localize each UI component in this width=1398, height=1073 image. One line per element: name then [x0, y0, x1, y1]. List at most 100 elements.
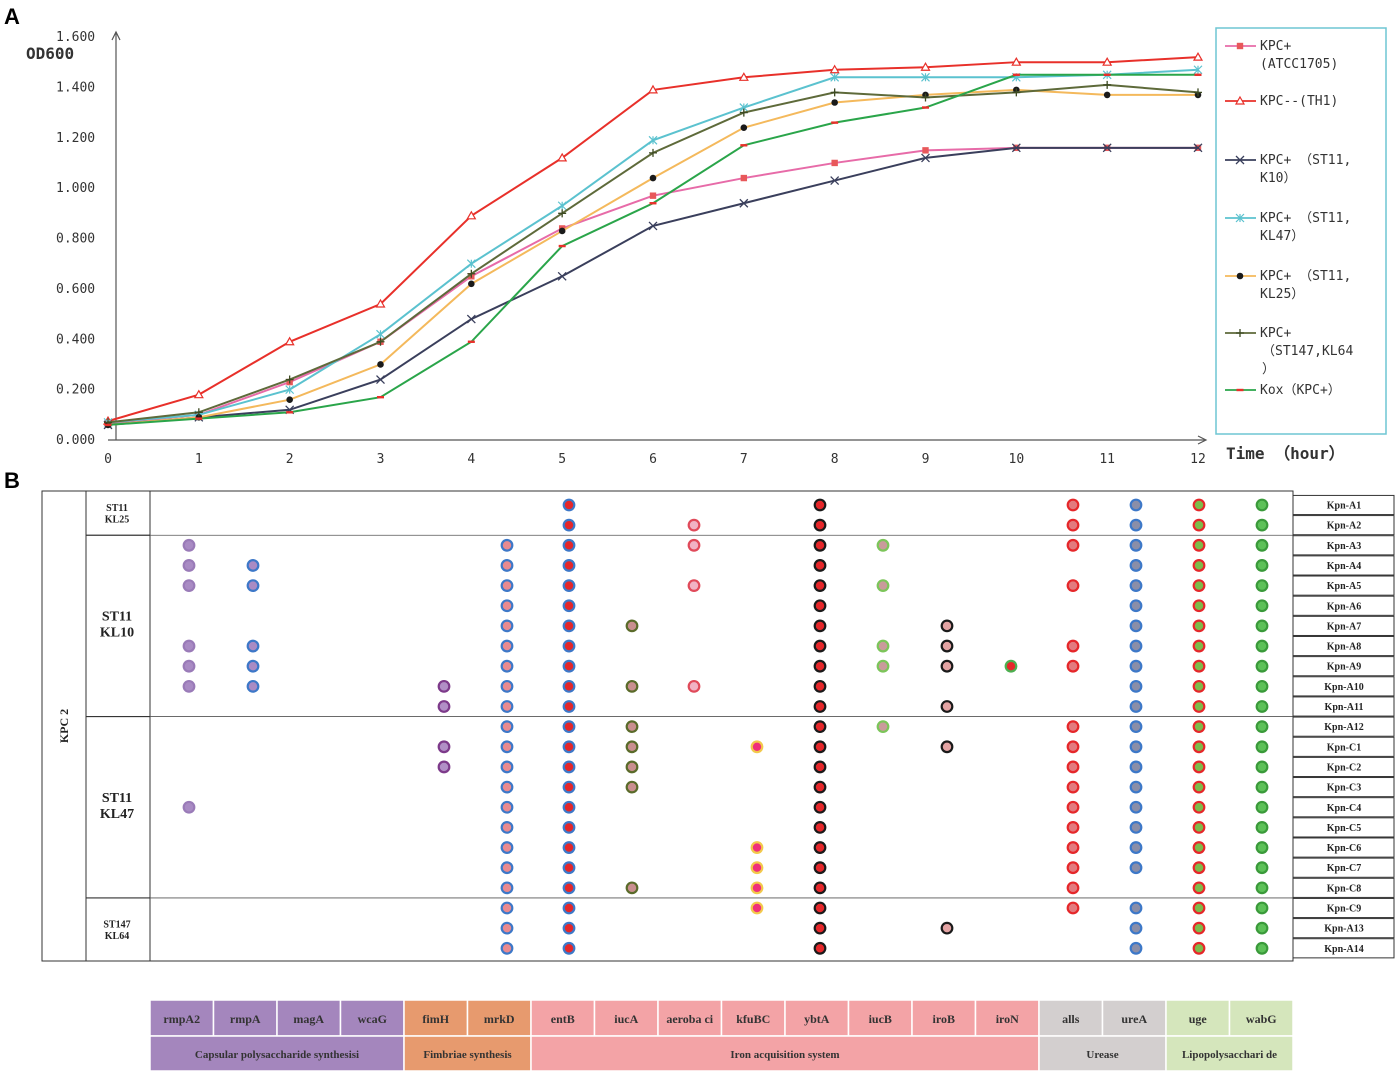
group-label: KL64 — [105, 931, 129, 942]
data-point — [830, 176, 840, 186]
gene-dot-uge — [1192, 901, 1206, 915]
gene-dot-rmpA2 — [182, 639, 196, 653]
legend-label: K10） — [1260, 171, 1296, 186]
data-point — [1012, 73, 1020, 76]
gene-dot-iroB — [940, 740, 954, 754]
data-point — [920, 62, 931, 71]
legend-marker — [1234, 95, 1246, 105]
gene-dot-uge — [1192, 700, 1206, 713]
data-point — [195, 417, 203, 420]
data-point — [1194, 73, 1202, 76]
x-tick-label: 5 — [558, 452, 566, 467]
data-point — [648, 135, 658, 145]
gene-dot-iucA — [625, 780, 639, 794]
gene-dot-uge — [1192, 881, 1206, 895]
data-point — [377, 395, 384, 399]
x-tick-label: 1 — [195, 452, 203, 467]
gene-dot-entB — [562, 538, 576, 552]
gene-legend-label: wabG — [1246, 1012, 1277, 1026]
gene-dot-rmpA2 — [182, 679, 196, 693]
gene-dot-uge — [1192, 720, 1206, 734]
y-axis-arrow — [111, 30, 121, 41]
sample-label-box — [1292, 897, 1395, 919]
gene-dot-allS — [1066, 498, 1080, 512]
x-tick-label: 8 — [831, 452, 839, 467]
x-tick-label: 12 — [1190, 452, 1206, 467]
gene-legend-label: iucB — [869, 1012, 892, 1026]
data-point — [1193, 143, 1203, 153]
sample-label: Kpn-C8 — [1327, 883, 1361, 894]
gene-dot-entB — [562, 498, 576, 512]
gene-legend-cell — [466, 999, 532, 1037]
gene-dot-wabG — [1255, 518, 1269, 532]
data-point — [831, 121, 839, 124]
legend-label: KPC+ （ST11, — [1260, 211, 1351, 226]
gene-dot-entB — [562, 841, 576, 854]
gene-dot-rmpA2 — [182, 659, 196, 673]
gene-dot-uge — [1192, 780, 1206, 794]
legend-label: ） — [1262, 362, 1275, 377]
gene-dot-ybtA — [813, 538, 827, 552]
x-tick-label: 10 — [1009, 452, 1025, 467]
series-5 — [104, 80, 1202, 427]
data-point — [739, 198, 749, 208]
legend-marker — [1235, 213, 1245, 223]
legend-label: KL47） — [1260, 229, 1304, 244]
gene-dot-entB — [562, 780, 576, 794]
gene-legend-cell — [212, 999, 278, 1037]
data-point — [466, 259, 476, 269]
gene-dot-entB — [562, 881, 576, 895]
gene-dot-ureA — [1129, 740, 1143, 754]
gene-dot-mrkD — [500, 679, 514, 693]
gene-legend-label: iucA — [614, 1012, 638, 1026]
data-point — [649, 174, 657, 182]
legend-label: KPC+ — [1260, 326, 1291, 341]
data-point — [558, 227, 566, 235]
gene-dot-ureA — [1129, 760, 1143, 774]
gene-dot-kfuBC — [750, 901, 764, 915]
gene-dot-allS — [1066, 841, 1080, 854]
sample-label-box — [1292, 817, 1395, 838]
gene-dot-ybtA — [813, 740, 827, 754]
gene-dot-mrkD — [500, 841, 514, 854]
sample-label-box — [1292, 555, 1395, 576]
gene-dot-uge — [1192, 841, 1206, 854]
gene-dot-ureA — [1129, 498, 1143, 512]
group-label: ST11 — [102, 609, 132, 624]
data-point — [286, 411, 294, 414]
gene-dot-wabG — [1255, 538, 1269, 552]
gene-dot-uge — [1192, 518, 1206, 532]
sample-label: Kpn-A11 — [1325, 702, 1364, 713]
panel-a-label: A — [4, 4, 20, 29]
gene-legend-label: kfuBC — [736, 1012, 770, 1026]
data-point — [284, 336, 295, 346]
data-point — [285, 385, 295, 395]
gene-dot-wabG — [1255, 679, 1269, 693]
gene-dot-iroB — [940, 619, 954, 633]
gene-dot-uge — [1192, 498, 1206, 512]
series-line — [107, 146, 1198, 425]
gene-dot-uge — [1192, 538, 1206, 552]
gene-dot-ybtA — [813, 760, 827, 774]
gene-dot-allS — [1066, 821, 1080, 834]
sample-label: Kpn-A13 — [1324, 924, 1363, 935]
sample-label: Kpn-A4 — [1327, 561, 1361, 572]
gene-dot-entB — [562, 720, 576, 734]
sample-label: Kpn-C6 — [1327, 843, 1361, 854]
data-point — [740, 144, 748, 147]
gene-dot-ureA — [1129, 901, 1143, 915]
x-tick-label: 3 — [377, 452, 385, 467]
gene-dot-ybtA — [813, 659, 827, 673]
x-tick-label: 11 — [1099, 452, 1115, 467]
data-point — [375, 298, 386, 308]
gene-legend-cell — [720, 999, 786, 1037]
gene-dot-ybtA — [813, 821, 827, 834]
gene-dot-entB — [562, 518, 576, 532]
gene-dot-aerobaci — [687, 538, 701, 552]
gene-dot-entB — [562, 579, 576, 592]
gene-dot-wabG — [1255, 579, 1269, 592]
gene-dot-uge — [1192, 619, 1206, 633]
gene-dot-ybtA — [813, 498, 827, 512]
gene-dot-ybtA — [813, 780, 827, 794]
data-point — [376, 375, 385, 385]
